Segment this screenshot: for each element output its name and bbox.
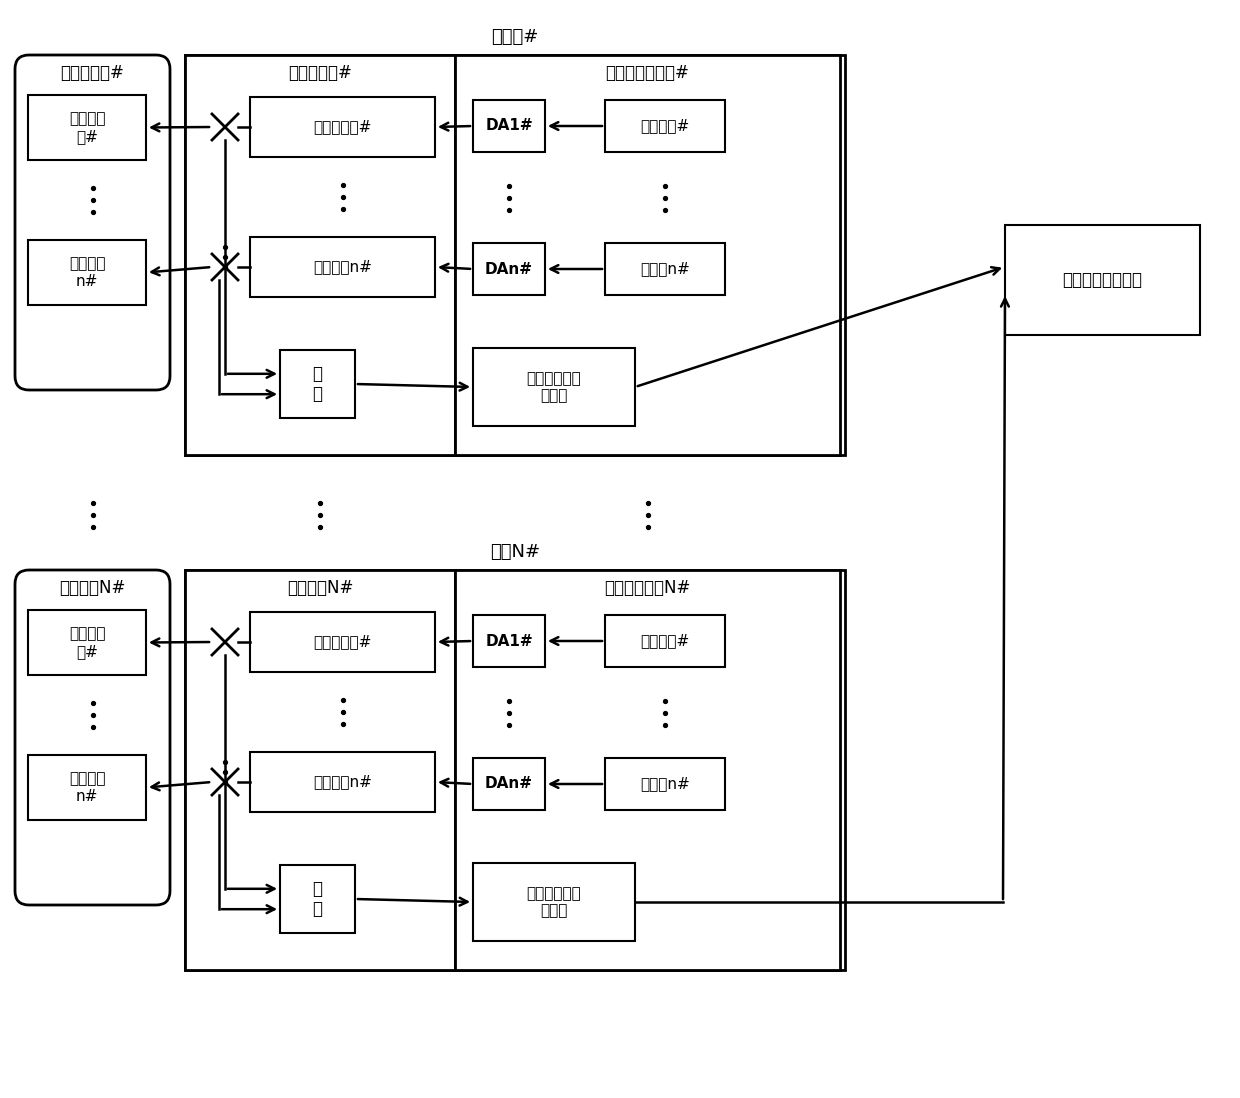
Text: 调制合成模块１#: 调制合成模块１# [605,64,689,82]
Text: 发射阵元
１#: 发射阵元 １# [68,626,105,659]
Text: 发射组件１#: 发射组件１# [288,64,352,82]
Text: 发射通道１#: 发射通道１# [314,120,372,134]
Bar [185,570,844,970]
Bar [472,348,635,426]
Text: 发射通道n#: 发射通道n# [312,259,372,274]
Bar [185,570,455,970]
Text: DAn#: DAn# [485,776,533,792]
Text: 子阵１#: 子阵１# [491,29,538,46]
Bar [280,350,355,418]
Bar [250,97,435,157]
Text: 发射子阵１#: 发射子阵１# [61,64,124,82]
Text: 全阵在线监测单元: 全阵在线监测单元 [1063,271,1142,289]
Bar [472,243,546,295]
FancyBboxPatch shape [15,55,170,390]
Bar [29,96,146,160]
FancyBboxPatch shape [15,570,170,905]
Bar [29,755,146,820]
Text: 调制器１#: 调制器１# [640,634,689,649]
Bar [250,752,435,813]
Bar [472,758,546,810]
Text: 发射阵元
１#: 发射阵元 １# [68,111,105,144]
Text: 合
成: 合 成 [312,365,322,403]
Text: 发射子阵N#: 发射子阵N# [60,579,125,597]
Text: 调制器１#: 调制器１# [640,119,689,134]
Bar [29,240,146,305]
Bar [605,100,725,152]
Text: 发射通道１#: 发射通道１# [314,635,372,650]
Text: DA1#: DA1# [485,119,533,134]
Bar [280,865,355,933]
Bar [472,100,546,152]
Text: 调制器n#: 调制器n# [640,261,689,277]
Bar [1004,225,1200,335]
Bar [455,55,839,455]
Bar [605,758,725,810]
Bar [472,863,635,941]
Text: DA1#: DA1# [485,634,533,649]
Text: 调制合成模块N#: 调制合成模块N# [604,579,691,597]
Text: DAn#: DAn# [485,261,533,277]
Bar [472,615,546,666]
Bar [185,55,844,455]
Bar [29,610,146,675]
Text: 调制器n#: 调制器n# [640,776,689,792]
Text: 子阵内在线监
测单元: 子阵内在线监 测单元 [527,371,582,403]
Text: 发射组件N#: 发射组件N# [286,579,353,597]
Text: 发射阵元
n#: 发射阵元 n# [68,256,105,289]
Bar [250,237,435,296]
Bar [185,55,455,455]
Text: 合
成: 合 成 [312,879,322,918]
Bar [605,615,725,666]
Text: 发射通道n#: 发射通道n# [312,774,372,789]
Bar [455,570,839,970]
Text: 子阵内在线监
测单元: 子阵内在线监 测单元 [527,886,582,918]
Text: 子阵N#: 子阵N# [490,544,541,561]
Bar [605,243,725,295]
Text: 发射阵元
n#: 发射阵元 n# [68,771,105,804]
Bar [250,612,435,672]
